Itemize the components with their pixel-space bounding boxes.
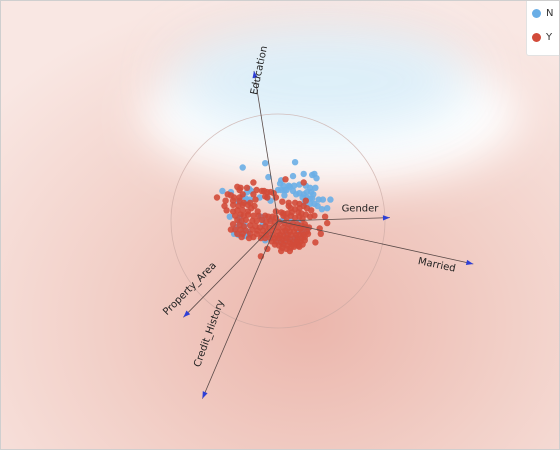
point-n[interactable] (291, 159, 299, 166)
legend-label-n: N (546, 7, 554, 19)
axis-line-gender[interactable] (277, 217, 390, 222)
point-y[interactable] (229, 221, 237, 228)
point-n[interactable] (265, 173, 272, 181)
point-n[interactable] (327, 196, 334, 203)
point-y[interactable] (250, 179, 257, 186)
point-y[interactable] (223, 207, 230, 214)
point-y[interactable] (296, 243, 303, 250)
point-y[interactable] (242, 216, 250, 224)
point-n[interactable] (313, 175, 320, 182)
point-y[interactable] (222, 197, 229, 204)
axis-line-property-area[interactable] (183, 220, 279, 318)
point-n[interactable] (324, 205, 331, 212)
point-n[interactable] (239, 164, 246, 171)
axis-line-education[interactable] (253, 70, 279, 222)
point-y[interactable] (251, 202, 258, 210)
axis-arrow-education (252, 70, 258, 79)
point-n[interactable] (309, 195, 316, 202)
point-n[interactable] (219, 187, 226, 195)
point-y[interactable] (239, 201, 246, 209)
axis-line-married[interactable] (277, 220, 474, 265)
legend-swatch-y (532, 32, 541, 42)
point-y[interactable] (262, 234, 269, 242)
point-y[interactable] (250, 191, 257, 198)
axis-label-gender: Gender (342, 204, 380, 215)
point-y[interactable] (236, 186, 243, 194)
point-y[interactable] (300, 179, 307, 186)
point-y[interactable] (253, 217, 260, 225)
legend-item-n[interactable]: N (527, 1, 559, 25)
point-y[interactable] (213, 194, 221, 201)
point-n[interactable] (283, 186, 290, 194)
point-y[interactable] (243, 184, 251, 191)
point-n[interactable] (289, 172, 297, 180)
point-y[interactable] (250, 212, 257, 219)
point-y[interactable] (286, 247, 293, 255)
projection-radius-circle (170, 113, 386, 329)
point-y[interactable] (312, 239, 319, 246)
point-n[interactable] (300, 170, 307, 178)
point-y[interactable] (250, 233, 257, 241)
legend-item-y[interactable]: Y (527, 25, 559, 49)
axis-arrow-married (465, 259, 474, 265)
point-n[interactable] (281, 192, 288, 199)
point-y[interactable] (272, 208, 280, 215)
point-y[interactable] (282, 176, 289, 183)
axis-arrow-gender (382, 215, 390, 221)
point-y[interactable] (279, 198, 286, 205)
point-n[interactable] (318, 206, 326, 213)
point-n[interactable] (312, 184, 319, 191)
legend: N Y (526, 1, 559, 56)
point-y[interactable] (321, 213, 329, 220)
point-y[interactable] (238, 233, 245, 241)
point-y[interactable] (308, 207, 315, 214)
point-y[interactable] (278, 247, 285, 255)
point-y[interactable] (290, 243, 298, 250)
point-y[interactable] (264, 194, 271, 201)
point-y[interactable] (275, 218, 283, 226)
point-n[interactable] (262, 160, 269, 167)
point-y[interactable] (302, 197, 309, 204)
point-n[interactable] (226, 213, 233, 220)
point-y[interactable] (252, 196, 259, 203)
axis-line-credit-history[interactable] (202, 220, 279, 399)
point-y[interactable] (317, 230, 324, 237)
point-y[interactable] (311, 212, 318, 219)
legend-swatch-n (532, 8, 541, 18)
axis-arrow-property-area (183, 310, 191, 318)
point-y[interactable] (229, 201, 237, 209)
point-y[interactable] (244, 211, 252, 218)
probability-region-n (171, 26, 471, 136)
point-n[interactable] (319, 196, 327, 203)
legend-label-y: Y (546, 31, 553, 43)
point-y[interactable] (324, 219, 331, 227)
axis-arrow-credit-history (202, 391, 208, 399)
